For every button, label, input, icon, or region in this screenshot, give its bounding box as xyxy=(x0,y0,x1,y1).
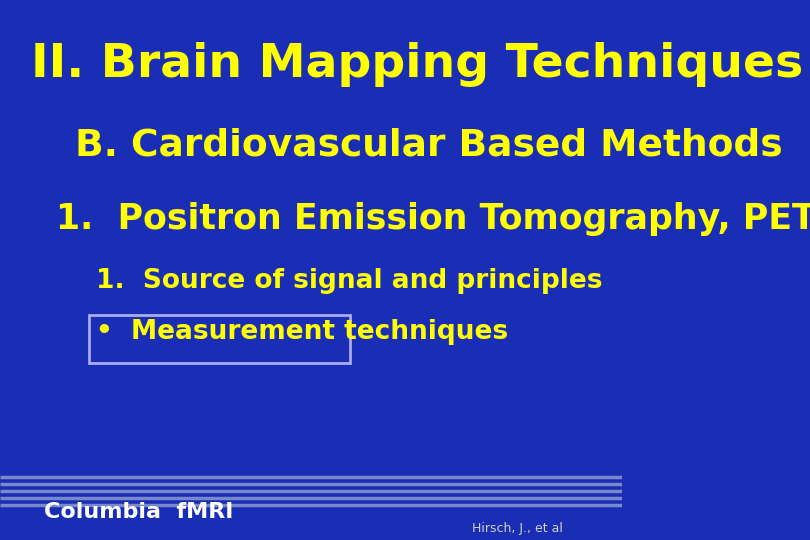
Text: 1.  Source of signal and principles: 1. Source of signal and principles xyxy=(96,268,603,294)
FancyBboxPatch shape xyxy=(89,315,350,363)
Text: •  Measurement techniques: • Measurement techniques xyxy=(96,319,509,345)
Text: II. Brain Mapping Techniques: II. Brain Mapping Techniques xyxy=(31,42,804,87)
Text: Columbia  fMRI: Columbia fMRI xyxy=(44,502,233,522)
Text: 1.  Positron Emission Tomography, PET: 1. Positron Emission Tomography, PET xyxy=(56,202,810,235)
Text: Hirsch, J., et al: Hirsch, J., et al xyxy=(472,522,563,535)
Text: B. Cardiovascular Based Methods: B. Cardiovascular Based Methods xyxy=(75,128,782,164)
